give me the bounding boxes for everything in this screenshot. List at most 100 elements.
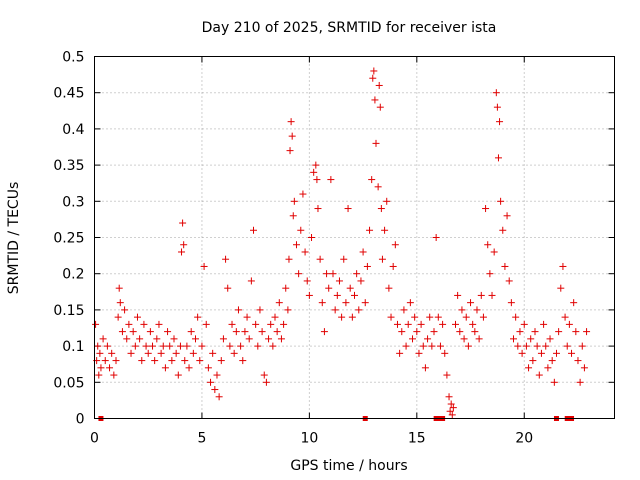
- data-point: [432, 234, 440, 241]
- data-point: [179, 219, 187, 227]
- data-point: [447, 400, 455, 408]
- data-point: [149, 342, 157, 350]
- data-point: [211, 386, 219, 394]
- data-point: [439, 320, 447, 328]
- data-point: [127, 349, 135, 357]
- chart-title: Day 210 of 2025, SRMTID for receiver ist…: [202, 20, 497, 36]
- data-point: [338, 313, 346, 321]
- data-point: [486, 270, 494, 278]
- data-point: [170, 335, 178, 343]
- data-point: [252, 320, 260, 328]
- data-point: [426, 313, 434, 321]
- data-point: [273, 328, 281, 336]
- data-point: [499, 226, 507, 234]
- data-point: [503, 212, 511, 220]
- data-point: [224, 284, 232, 292]
- data-point: [282, 284, 290, 292]
- data-point: [353, 270, 361, 278]
- data-point: [178, 248, 186, 256]
- data-point: [202, 320, 210, 328]
- data-point: [462, 313, 470, 321]
- data-point: [138, 357, 146, 365]
- data-point: [430, 328, 438, 336]
- data-point: [406, 299, 414, 307]
- x-tick-label: 0: [90, 431, 99, 447]
- data-point: [348, 313, 356, 321]
- data-point: [142, 342, 150, 350]
- data-point: [456, 328, 464, 336]
- data-point: [271, 313, 279, 321]
- data-point: [378, 255, 386, 263]
- data-point: [371, 96, 379, 104]
- data-point: [473, 306, 481, 314]
- data-point: [563, 342, 571, 350]
- data-point: [391, 241, 399, 249]
- data-point: [385, 284, 393, 292]
- data-point: [570, 299, 578, 307]
- data-point: [376, 103, 384, 111]
- data-point: [189, 349, 197, 357]
- data-point: [316, 255, 324, 263]
- data-point: [232, 328, 240, 336]
- x-tick-label: 10: [300, 431, 318, 447]
- data-point: [525, 364, 533, 372]
- data-point: [289, 212, 297, 220]
- data-point: [303, 277, 311, 285]
- data-point: [400, 306, 408, 314]
- data-point: [417, 320, 425, 328]
- data-point: [516, 328, 524, 336]
- data-point: [166, 342, 174, 350]
- data-point: [550, 378, 558, 386]
- data-point: [479, 313, 487, 321]
- data-point: [215, 393, 223, 401]
- data-point: [287, 118, 295, 126]
- data-point: [323, 270, 331, 278]
- data-point: [583, 328, 591, 336]
- y-tick-label: 0.3: [62, 194, 84, 210]
- data-point: [234, 306, 242, 314]
- data-point: [118, 328, 126, 336]
- data-point: [428, 342, 436, 350]
- data-point: [103, 342, 111, 350]
- data-point: [101, 357, 109, 365]
- data-point: [484, 241, 492, 249]
- data-point: [140, 320, 148, 328]
- data-point: [226, 342, 234, 350]
- data-point: [531, 328, 539, 336]
- data-point: [110, 371, 118, 379]
- data-point: [557, 284, 565, 292]
- data-point: [490, 248, 498, 256]
- data-point: [275, 299, 283, 307]
- data-point: [327, 176, 335, 184]
- y-tick-label: 0.1: [62, 339, 84, 355]
- data-point: [187, 328, 195, 336]
- data-point: [286, 147, 294, 155]
- data-point: [409, 335, 417, 343]
- data-point: [361, 299, 369, 307]
- data-point: [507, 299, 515, 307]
- data-point: [194, 313, 202, 321]
- data-point: [505, 277, 513, 285]
- data-point: [413, 328, 421, 336]
- data-point: [94, 342, 102, 350]
- data-point: [359, 248, 367, 256]
- data-point: [123, 335, 131, 343]
- data-point: [172, 349, 180, 357]
- data-point: [482, 205, 490, 213]
- data-point: [207, 378, 215, 386]
- data-point: [451, 320, 459, 328]
- data-point: [292, 241, 300, 249]
- data-point: [383, 197, 391, 205]
- data-point: [568, 349, 576, 357]
- data-point: [372, 139, 380, 147]
- data-point: [477, 291, 485, 299]
- y-tick-label: 0.45: [53, 86, 84, 102]
- data-point: [219, 335, 227, 343]
- data-point: [393, 320, 401, 328]
- y-tick-label: 0.25: [53, 231, 84, 247]
- data-point: [181, 357, 189, 365]
- data-point: [381, 226, 389, 234]
- data-point: [284, 306, 292, 314]
- data-point: [297, 226, 305, 234]
